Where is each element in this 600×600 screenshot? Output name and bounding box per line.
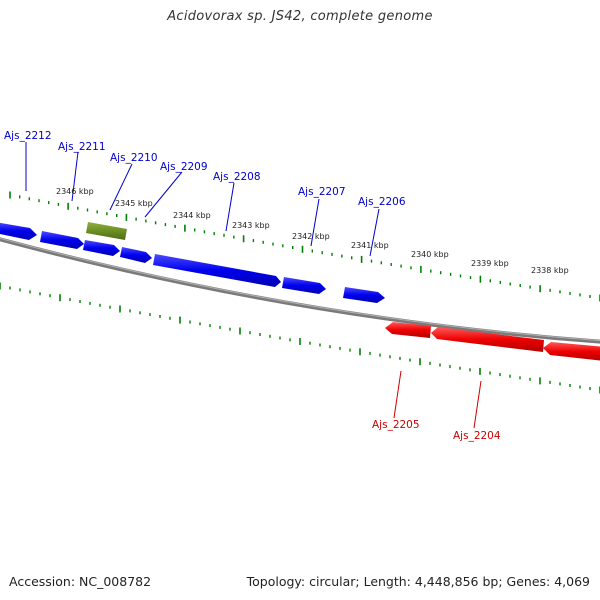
accession-text: Accession: NC_008782: [9, 574, 152, 589]
kbp-label-2345: 2345 kbp: [115, 199, 153, 208]
gene-arrow-ajs-2211[interactable]: [40, 231, 84, 249]
label-ajs-2209[interactable]: Ajs_2209: [160, 161, 208, 173]
callout-ajs-2208: [225, 182, 235, 232]
genome-backbone-highlight: [0, 237, 600, 342]
label-ajs-2207[interactable]: Ajs_2207: [298, 186, 346, 198]
kbp-label-2339: 2339 kbp: [471, 259, 509, 268]
callout-ajs-2211: [71, 151, 79, 202]
gene-arrow-ajs-2207[interactable]: [282, 277, 326, 294]
gene-arrow-partial[interactable]: [543, 342, 600, 361]
gene-arrow-ajs-2206[interactable]: [343, 287, 385, 303]
gene-highlight-bar[interactable]: [86, 222, 127, 240]
gene-arrow-ajs-2210[interactable]: [83, 240, 120, 256]
callout-ajs-2206: [369, 208, 380, 257]
gene-arrow-ajs-2208[interactable]: [153, 254, 281, 287]
gene-label-lines: [25, 142, 482, 429]
kbp-label-2344: 2344 kbp: [173, 211, 211, 220]
forward-strand-genes: [0, 222, 385, 303]
gene-labels: Ajs_2212 Ajs_2211 Ajs_2210 Ajs_2209 Ajs_…: [4, 130, 501, 442]
upper-tick-track: [9, 191, 600, 302]
callout-ajs-2205: [393, 370, 402, 419]
callout-ajs-2207: [310, 198, 320, 247]
kbp-label-2343: 2343 kbp: [232, 221, 270, 230]
label-ajs-2205[interactable]: Ajs_2205: [372, 419, 420, 431]
genome-stats-text: Topology: circular; Length: 4,448,856 bp…: [246, 574, 590, 589]
callout-ajs-2209: [144, 171, 183, 218]
label-ajs-2206[interactable]: Ajs_2206: [358, 196, 406, 208]
kbp-scale-labels: 2346 kbp 2345 kbp 2344 kbp 2343 kbp 2342…: [56, 187, 569, 275]
kbp-label-2342: 2342 kbp: [292, 232, 330, 241]
label-ajs-2208[interactable]: Ajs_2208: [213, 171, 261, 183]
lower-tick-track: [0, 282, 600, 394]
callout-ajs-2204: [473, 380, 482, 429]
genome-backbone: [0, 237, 600, 344]
gene-arrow-ajs-2204[interactable]: [431, 327, 544, 352]
kbp-label-2346: 2346 kbp: [56, 187, 94, 196]
label-ajs-2210[interactable]: Ajs_2210: [110, 152, 158, 164]
label-ajs-2204[interactable]: Ajs_2204: [453, 430, 501, 442]
kbp-label-2340: 2340 kbp: [411, 250, 449, 259]
gene-arrow-ajs-2205[interactable]: [385, 322, 431, 338]
kbp-label-2341: 2341 kbp: [351, 241, 389, 250]
label-ajs-2211[interactable]: Ajs_2211: [58, 141, 106, 153]
gene-arrow-ajs-2212[interactable]: [0, 222, 37, 240]
label-ajs-2212[interactable]: Ajs_2212: [4, 130, 52, 142]
kbp-label-2338: 2338 kbp: [531, 266, 569, 275]
reverse-strand-genes: [385, 322, 600, 361]
gene-arrow-ajs-2209[interactable]: [120, 247, 152, 263]
callout-ajs-2210: [109, 163, 133, 211]
genome-title: Acidovorax sp. JS42, complete genome: [167, 9, 433, 24]
